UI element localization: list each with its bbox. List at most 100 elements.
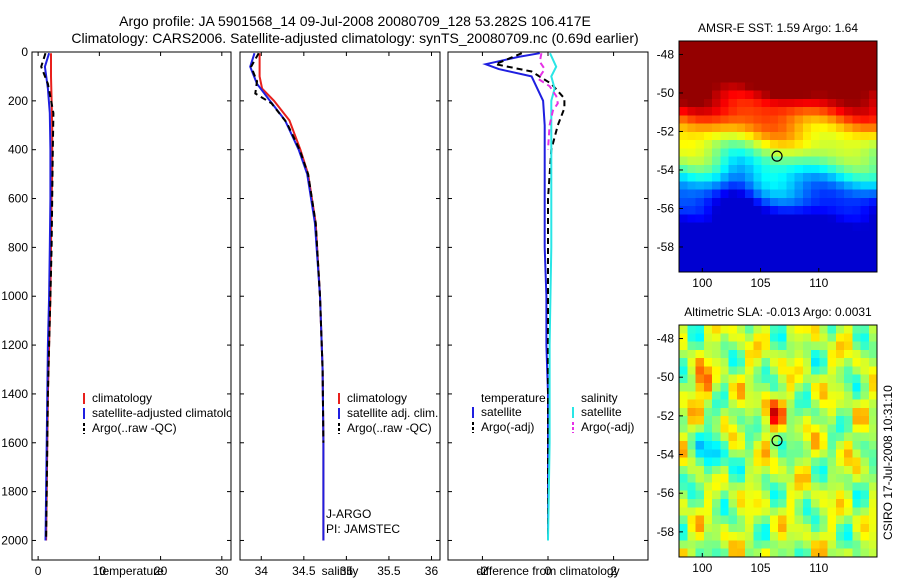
sst_map-cell — [860, 148, 870, 157]
sla_map-cell — [778, 548, 787, 558]
sla_map-cell — [868, 507, 878, 516]
sst_map-cell — [769, 90, 779, 100]
sst_map-cell — [835, 230, 845, 240]
sla_map-cell — [679, 366, 688, 376]
sst_map-cell — [736, 107, 746, 116]
sst_map-ytick-label: -48 — [657, 47, 675, 61]
sla_map-cell — [827, 383, 837, 392]
sla_map-cell — [720, 507, 729, 516]
sla_map-cell — [745, 325, 754, 334]
sst_map-cell — [811, 131, 820, 141]
sst_map-cell — [868, 255, 878, 265]
sla_map-cell — [687, 325, 696, 334]
sst_map-cell — [761, 181, 771, 190]
sst_map-cell — [712, 82, 721, 91]
sla_map-cell — [736, 424, 746, 434]
sst_map-cell — [687, 222, 696, 232]
sla_map-cell — [687, 391, 696, 400]
sst_map-cell — [852, 123, 861, 133]
sst_map-cell — [794, 156, 804, 166]
sla_map-cell — [720, 341, 729, 351]
sla_map-cell — [679, 325, 688, 334]
sla_map-cell — [811, 424, 820, 434]
sst_map-cell — [852, 181, 861, 190]
sst_map-cell — [753, 49, 762, 58]
sst_map-cell — [778, 82, 787, 91]
sla_map-cell — [712, 374, 721, 384]
sst_map-cell — [794, 164, 804, 174]
sst_map-cell — [769, 107, 779, 116]
sst_map-cell — [860, 90, 870, 100]
sla_map-cell — [687, 441, 696, 450]
sla_map-cell — [761, 407, 771, 417]
sst_map-cell — [811, 263, 820, 273]
sla_map-cell — [778, 358, 787, 367]
sst_map-cell — [687, 90, 696, 100]
sst_map-cell — [687, 247, 696, 256]
sst_map-cell — [868, 164, 878, 174]
sst_map-cell — [687, 41, 696, 50]
sla_map-cell — [753, 374, 762, 384]
sla_map-cell — [761, 441, 771, 450]
sst_map-cell — [786, 41, 795, 50]
sst_map-cell — [753, 115, 762, 124]
sst_map-cell — [753, 74, 762, 83]
sla_map-cell — [786, 465, 795, 475]
sla_map-cell — [695, 441, 705, 450]
sst_map-cell — [852, 239, 861, 248]
sla_map-cell — [769, 465, 779, 475]
sla_map-cell — [687, 457, 696, 467]
sla_map-cell — [720, 424, 729, 434]
sla_map-cell — [687, 523, 696, 533]
sst_map-cell — [844, 206, 853, 215]
sst_map-cell — [720, 57, 729, 67]
sst_map-cell — [835, 197, 845, 207]
sla_map-cell — [802, 507, 812, 516]
sla_map-cell — [736, 523, 746, 533]
sla_map-cell — [695, 432, 705, 442]
sla_map-cell — [720, 349, 729, 359]
sst_map-cell — [687, 206, 696, 215]
sst_map-ytick-label: -50 — [657, 86, 675, 100]
sst_map-cell — [761, 247, 771, 256]
sla_map-cell — [827, 523, 837, 533]
sla_map-cell — [769, 325, 779, 334]
sla_map-cell — [728, 391, 738, 400]
sla_map-cell — [835, 432, 845, 442]
sla_map-cell — [753, 424, 762, 434]
sla_map-cell — [679, 482, 688, 492]
sst_map-cell — [712, 181, 721, 190]
sst_map-cell — [778, 222, 787, 232]
sst_map-cell — [844, 115, 853, 124]
temperature-xtick-label: 30 — [215, 564, 229, 578]
sla_map-cell — [728, 482, 738, 492]
sst_map-cell — [679, 206, 688, 215]
sst_map-cell — [712, 255, 721, 265]
sst_map-cell — [819, 206, 828, 215]
sla_map-cell — [819, 374, 828, 384]
sst_map-cell — [852, 173, 861, 182]
sla_map-cell — [811, 457, 820, 467]
sla_map-cell — [761, 399, 771, 409]
sla_map-cell — [868, 391, 878, 400]
sla_map-cell — [769, 515, 779, 525]
sla_map-cell — [728, 341, 738, 351]
sla_map-cell — [679, 407, 688, 417]
sla_map-cell — [728, 349, 738, 359]
sla_map-cell — [860, 424, 870, 434]
sst_map-cell — [687, 189, 696, 199]
sla_map-cell — [802, 482, 812, 492]
sst_map-cell — [728, 255, 738, 265]
sla_map-cell — [761, 358, 771, 367]
sla_map-cell — [745, 341, 754, 351]
sst_map-cell — [769, 247, 779, 256]
sst_map-cell — [802, 123, 812, 133]
sla_map-cell — [761, 515, 771, 525]
sst_map-cell — [778, 255, 787, 265]
sla_map-ytick-label: -48 — [657, 332, 675, 346]
sla_map-cell — [778, 482, 787, 492]
sst_map-cell — [835, 123, 845, 133]
sst_map-cell — [720, 123, 729, 133]
sst_map-cell — [753, 90, 762, 100]
sst_map-cell — [736, 131, 746, 141]
